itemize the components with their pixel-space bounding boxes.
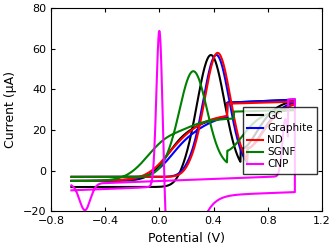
GC <box>264 117 268 120</box>
GC <box>272 99 276 102</box>
SGNF <box>264 113 268 116</box>
ND <box>69 175 73 178</box>
SGNF <box>220 156 224 159</box>
Y-axis label: Current (μA): Current (μA) <box>4 71 17 148</box>
GC <box>220 90 224 93</box>
Legend: GC, Graphite, ND, SGNF, CNP: GC, Graphite, ND, SGNF, CNP <box>243 107 317 174</box>
CNP <box>69 189 73 192</box>
GC <box>69 180 73 183</box>
GC <box>69 186 73 188</box>
Graphite <box>214 54 218 57</box>
GC <box>209 54 213 57</box>
Graphite <box>69 180 73 183</box>
Graphite <box>145 175 149 178</box>
Line: ND: ND <box>71 53 295 181</box>
CNP <box>157 29 161 32</box>
Line: SGNF: SGNF <box>71 71 295 181</box>
SGNF <box>129 175 133 178</box>
CNP <box>69 184 73 187</box>
GC <box>129 186 133 188</box>
Graphite <box>129 175 133 178</box>
Line: CNP: CNP <box>71 31 295 249</box>
Graphite <box>220 66 224 69</box>
GC <box>281 99 285 102</box>
SGNF <box>145 174 149 177</box>
ND <box>216 51 220 54</box>
SGNF <box>69 180 73 183</box>
ND <box>69 180 73 183</box>
ND <box>129 175 133 178</box>
CNP <box>164 179 168 182</box>
SGNF <box>69 175 73 178</box>
ND <box>264 126 268 129</box>
Line: Graphite: Graphite <box>71 55 295 181</box>
CNP <box>82 208 86 211</box>
Graphite <box>281 99 285 102</box>
ND <box>272 101 276 104</box>
CNP <box>92 188 96 191</box>
ND <box>281 101 285 104</box>
CNP <box>82 208 86 211</box>
GC <box>145 186 149 188</box>
X-axis label: Potential (V): Potential (V) <box>148 232 225 245</box>
ND <box>220 59 224 62</box>
ND <box>145 175 149 178</box>
SGNF <box>272 109 276 112</box>
CNP <box>275 191 279 194</box>
Graphite <box>264 125 268 128</box>
Graphite <box>272 99 276 102</box>
SGNF <box>281 109 285 112</box>
Line: GC: GC <box>71 55 295 187</box>
SGNF <box>191 70 195 73</box>
Graphite <box>69 175 73 178</box>
CNP <box>287 191 291 194</box>
